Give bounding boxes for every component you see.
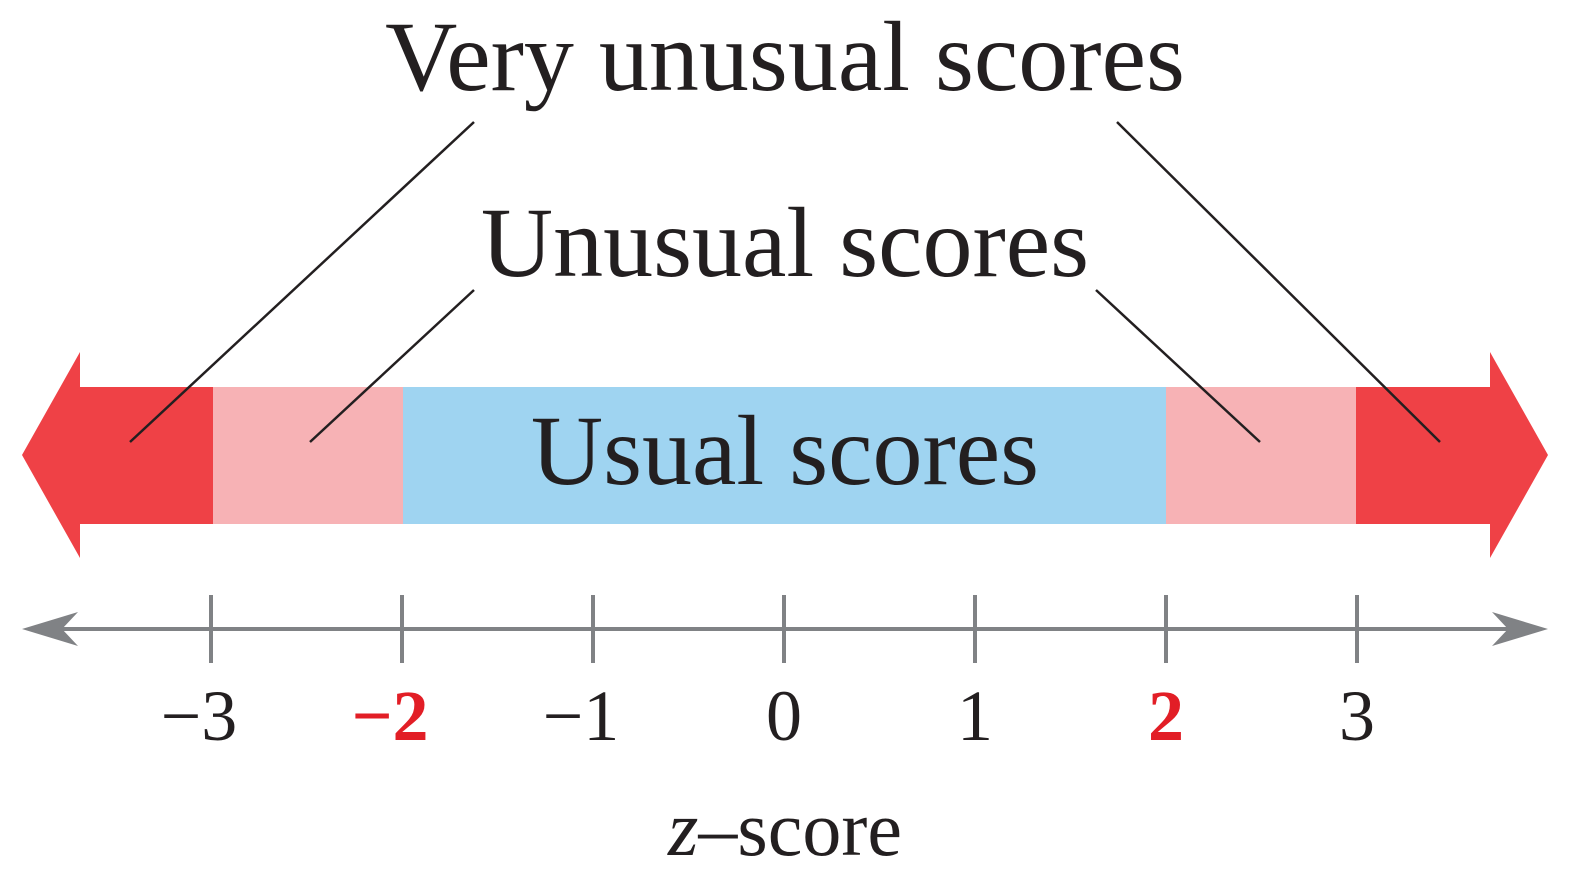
very-unusual-scores-label: Very unusual scores (385, 1, 1185, 112)
very-unusual-left-band (22, 352, 213, 558)
very-unusual-left-leader (129, 121, 475, 443)
unusual-right-leader (1095, 289, 1261, 443)
unusual-left-leader (309, 289, 475, 443)
axis-title: z–score (667, 785, 902, 872)
unusual-left-band (213, 387, 403, 524)
tick-label: 3 (1339, 676, 1375, 756)
tick-label: −1 (543, 676, 620, 756)
axis-variable: z (667, 785, 698, 872)
tick-label: −3 (161, 676, 238, 756)
number-line: −3 −2 −1 0 1 2 3 (22, 595, 1548, 756)
tick-label: 0 (766, 676, 802, 756)
very-unusual-right-band (1356, 352, 1548, 558)
unusual-scores-label: Unusual scores (481, 187, 1089, 298)
usual-scores-label: Usual scores (531, 395, 1039, 506)
tick-label: 2 (1148, 676, 1184, 756)
unusual-right-band (1166, 387, 1356, 524)
axis-suffix: –score (697, 785, 902, 872)
very-unusual-right-leader (1116, 121, 1441, 443)
usual-band (403, 387, 1166, 524)
tick-label: −2 (351, 676, 428, 756)
axis-arrow-right (1492, 612, 1548, 646)
axis-arrow-left (22, 612, 78, 646)
tick-label: 1 (957, 676, 993, 756)
